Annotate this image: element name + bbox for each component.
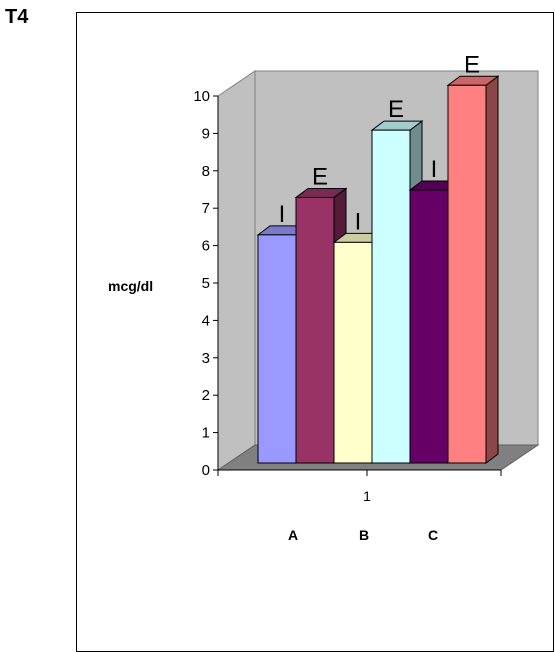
bar-front	[409, 189, 449, 464]
group-label: B	[359, 527, 369, 543]
y-axis: 0 1 2 3 4 5 6 7 8 9 10	[193, 88, 502, 479]
group-labels: A B C	[288, 527, 438, 543]
y-tick-label: 0	[202, 462, 210, 479]
y-tick-label: 1	[202, 425, 210, 442]
bar-label: I	[279, 201, 286, 228]
x-category-label: 1	[363, 488, 371, 504]
y-tick-label: 3	[202, 350, 210, 367]
bar-label: E	[312, 163, 328, 190]
bar-front	[257, 234, 297, 464]
y-tick-label: 9	[202, 125, 210, 142]
y-tick-label: 5	[202, 275, 210, 292]
y-tick-label: 8	[202, 163, 210, 180]
bar-label: E	[388, 96, 404, 123]
bar	[446, 75, 500, 464]
y-tick-label: 10	[193, 88, 210, 105]
y-tick-label: 4	[202, 312, 210, 329]
y-tick-label: 7	[202, 200, 210, 217]
group-label: C	[428, 527, 438, 543]
group-label: A	[288, 527, 298, 543]
bar-front	[333, 241, 373, 464]
bar-front	[371, 129, 411, 464]
side-wall	[217, 70, 256, 471]
bar-side	[485, 75, 499, 464]
y-tick-label: 2	[202, 387, 210, 404]
bar-front	[447, 84, 487, 464]
chart-title: T4	[5, 6, 29, 28]
bar-label: I	[431, 156, 438, 183]
y-tick-label: 6	[202, 238, 210, 255]
y-axis-label: mcg/dl	[108, 278, 153, 294]
bar-front	[295, 196, 335, 464]
bars	[256, 75, 500, 464]
bar-label: E	[464, 51, 480, 78]
bar-label: I	[355, 208, 362, 235]
